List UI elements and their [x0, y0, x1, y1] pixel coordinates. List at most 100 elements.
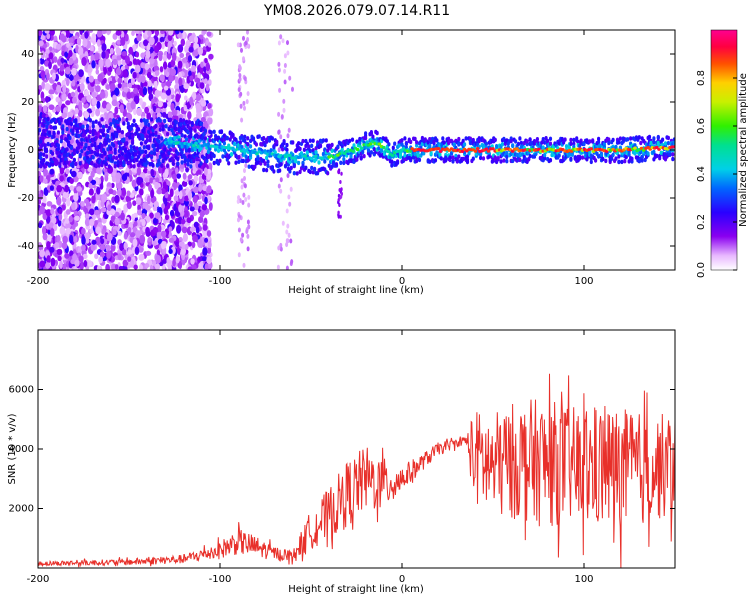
spectrogram-cell — [130, 101, 136, 110]
spectrogram-cell — [66, 227, 71, 235]
spectrogram-cell — [499, 159, 503, 164]
spectrogram-cell — [205, 62, 210, 72]
spectrogram-cell — [158, 127, 162, 132]
spectrogram-cell — [78, 255, 84, 263]
spectrogram-cell — [141, 134, 145, 139]
spectrogram-cell — [172, 258, 176, 267]
spectrogram-cell — [109, 154, 113, 159]
spectrogram-cell — [154, 181, 159, 190]
spectrogram-cell — [83, 162, 89, 170]
spectrogram-cell — [126, 102, 131, 111]
spectrogram-cell — [150, 52, 155, 59]
spectrogram-cell — [160, 230, 167, 238]
spectrogram-cell — [412, 155, 416, 160]
spectrogram-cell — [668, 152, 672, 157]
spectrogram-cell — [77, 109, 83, 118]
spectrogram-cell — [321, 138, 325, 143]
spectrogram-cell — [195, 77, 201, 83]
spectrogram-cell — [340, 171, 343, 176]
spectrogram-cell — [618, 136, 623, 141]
spectrogram-cell — [154, 30, 160, 37]
spectrogram-cell — [168, 237, 175, 243]
spectrogram-cell — [416, 153, 420, 158]
spectrogram-cell — [69, 121, 74, 127]
spectrogram-cell — [105, 84, 110, 91]
spectrogram-cell — [51, 142, 55, 147]
spectrogram-cell — [80, 141, 84, 147]
spectrogram-cell — [94, 163, 98, 169]
spectrogram-cell — [444, 155, 448, 160]
spectrogram-cell — [197, 239, 203, 248]
spectrogram-cell — [292, 171, 296, 176]
spectrogram-cell — [181, 243, 186, 250]
spectrogram-cell — [71, 67, 77, 76]
spectrogram-cell — [355, 157, 359, 162]
spectrogram-cell — [84, 238, 90, 244]
spectrogram-cell — [152, 226, 159, 234]
spectrogram-cell — [160, 92, 167, 100]
spectrogram-cell — [146, 111, 152, 120]
spectrogram-cell — [189, 206, 195, 212]
spectrogram-cell — [193, 128, 197, 133]
spectrogram-cell — [60, 57, 65, 63]
spectrogram-cell — [44, 83, 51, 91]
spectrogram-cell — [160, 240, 166, 250]
spectrogram-cell — [127, 256, 132, 262]
spectrogram-cell — [69, 250, 74, 258]
spectrogram-cell — [241, 158, 245, 164]
spectrogram-cell — [76, 37, 82, 46]
spectrogram-cell — [626, 137, 630, 142]
spectrogram-cell — [330, 148, 334, 153]
spectrogram-cell — [101, 51, 106, 59]
spectrogram-cell — [161, 124, 165, 129]
spectrogram-cell — [189, 80, 195, 87]
spectrogram-cell — [454, 153, 458, 159]
spectrogram-cell — [58, 154, 62, 159]
spectrogram-cell — [49, 185, 55, 191]
spectrogram-cell — [76, 186, 83, 192]
spectrogram-cell — [178, 261, 183, 270]
spectrogram-cell — [535, 137, 540, 142]
spectrogram-cell — [188, 70, 192, 77]
spectrogram-x-label: Height of straight line (km) — [288, 285, 424, 296]
spectrogram-cell — [134, 152, 138, 157]
spectrogram-cell — [133, 221, 138, 227]
colorbar-tick-label: 0.2 — [696, 214, 707, 230]
spectrogram-cell — [393, 141, 397, 146]
x-tick-label: 100 — [574, 276, 593, 287]
spectrogram-cell — [80, 200, 85, 207]
spectrogram-cell — [195, 94, 202, 102]
spectrogram-cell — [144, 149, 148, 155]
spectrogram-cell — [234, 160, 238, 165]
spectrogram-cell — [147, 122, 151, 128]
spectrogram-cell — [594, 158, 598, 163]
spectrogram-cell — [43, 178, 48, 184]
spectrogram-cell — [610, 156, 614, 161]
spectrogram-cell — [134, 64, 141, 73]
spectrogram-cell — [400, 138, 404, 143]
spectrogram-cell — [72, 151, 76, 156]
spectrogram-cell — [134, 30, 140, 34]
spectrogram-cell — [308, 148, 312, 154]
spectrogram-cell — [43, 43, 48, 49]
spectrogram-cell — [156, 188, 163, 195]
spectrogram-cell — [129, 259, 135, 268]
spectrogram-cell — [59, 175, 64, 182]
spectrogram-cell — [249, 144, 253, 149]
spectrogram-cell — [90, 170, 95, 178]
spectrogram-cell — [87, 134, 91, 139]
spectrogram-cell — [242, 192, 246, 198]
spectrogram-cell — [45, 95, 49, 103]
spectrogram-cell — [53, 224, 58, 232]
spectrogram-cell — [74, 123, 78, 128]
spectrogram-cell — [109, 82, 116, 91]
spectrogram-cell — [144, 106, 150, 114]
spectrogram-cell — [112, 118, 116, 123]
spectrogram-cell — [428, 159, 432, 164]
spectrogram-cell — [123, 231, 128, 240]
spectrogram-cell — [639, 140, 643, 146]
spectrogram-cell — [133, 107, 137, 116]
spectrogram-cell — [54, 242, 60, 249]
spectrogram-cell — [247, 202, 251, 208]
spectrogram-cell — [184, 195, 189, 202]
